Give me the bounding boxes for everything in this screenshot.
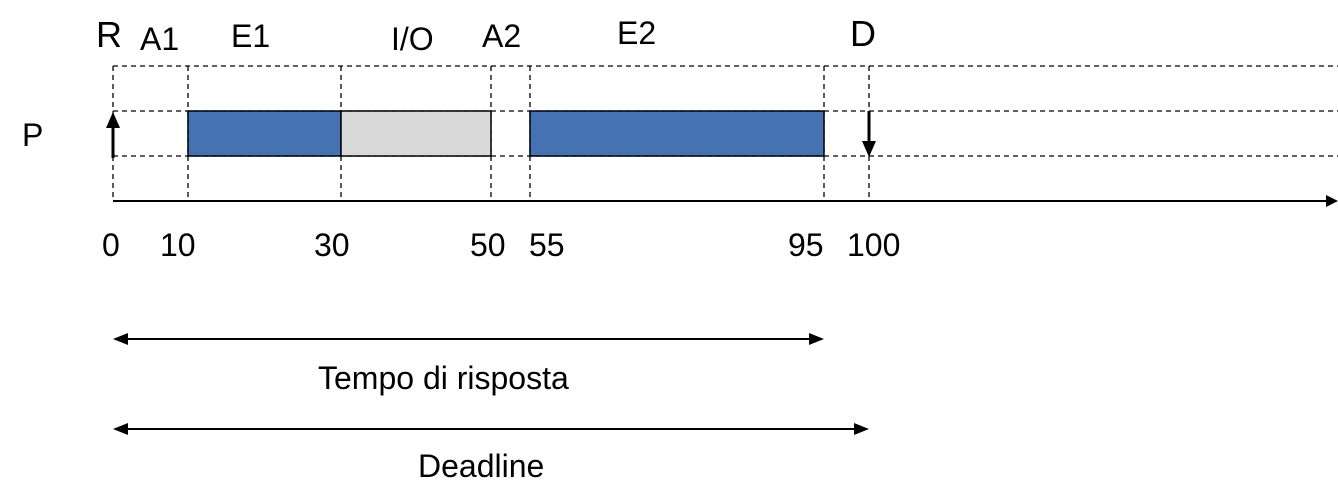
- label-a1: A1: [140, 21, 179, 57]
- tick-30: 30: [314, 227, 350, 263]
- tick-0: 0: [102, 227, 120, 263]
- deadline-arrow-head: [862, 141, 876, 157]
- response-time-arrow-right: [809, 333, 824, 345]
- label-a2: A2: [482, 18, 521, 54]
- time-axis-arrowhead: [1326, 195, 1338, 207]
- label-e2: E2: [617, 15, 656, 51]
- row-label-p: P: [22, 117, 43, 153]
- deadline-span-arrow-left: [113, 423, 128, 435]
- deadline-span-arrow-right: [854, 423, 869, 435]
- response-time-label: Tempo di risposta: [318, 360, 569, 396]
- label-io: I/O: [391, 21, 434, 57]
- label-d: D: [850, 13, 876, 54]
- deadline-span-label: Deadline: [418, 448, 544, 483]
- tick-10: 10: [160, 227, 196, 263]
- label-e1: E1: [231, 18, 270, 54]
- label-r: R: [96, 14, 122, 55]
- segment-io: [340, 110, 492, 157]
- tick-95: 95: [788, 227, 824, 263]
- tick-55: 55: [529, 227, 565, 263]
- segment-e2: [529, 110, 825, 157]
- tick-50: 50: [470, 227, 506, 263]
- segment-e1: [187, 110, 342, 157]
- response-time-arrow-left: [113, 333, 128, 345]
- release-arrow-head: [106, 112, 120, 128]
- tick-100: 100: [847, 227, 900, 263]
